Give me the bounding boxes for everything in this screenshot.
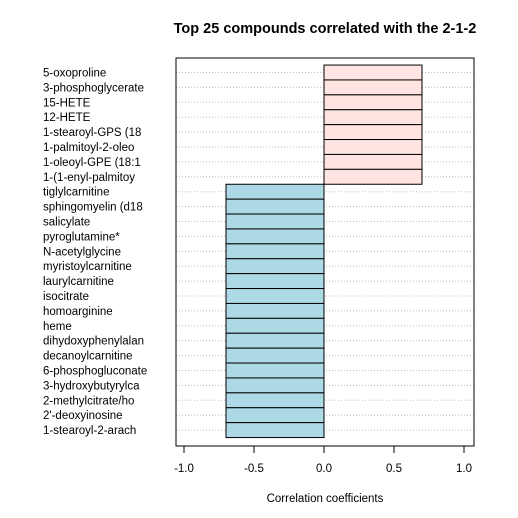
category-label-21: 3-hydroxybutyrylca — [43, 380, 140, 392]
bar-15 — [225, 288, 325, 304]
bar-12 — [225, 243, 325, 260]
category-label-22: 2-methylcitrate/ho — [43, 395, 134, 407]
bar-0 — [323, 64, 423, 81]
bar-1 — [323, 79, 423, 96]
category-label-20: 6-phosphogluconate — [43, 366, 147, 378]
x-tick-label-4: 1.0 — [456, 463, 472, 475]
bar-19 — [225, 347, 325, 364]
category-label-1: 3-phosphoglycerate — [43, 82, 144, 94]
bars — [225, 64, 423, 439]
category-label-10: salicylate — [43, 217, 90, 229]
x-tick-label-0: -1.0 — [174, 463, 194, 475]
bar-9 — [225, 198, 325, 215]
category-label-19: decanoylcarnitine — [43, 351, 133, 363]
category-label-13: myristoylcarnitine — [43, 261, 132, 273]
x-tick-label-2: 0.0 — [316, 463, 332, 475]
bar-23 — [225, 407, 325, 424]
bar-18 — [225, 332, 325, 349]
x-tick-label-3: 0.5 — [386, 463, 402, 475]
bar-3 — [323, 109, 423, 126]
category-label-6: 1-oleoyl-GPE (18:1 — [43, 157, 141, 169]
bar-7 — [323, 168, 423, 185]
bar-14 — [225, 273, 325, 290]
category-label-24: 1-stearoyl-2-arach — [43, 425, 136, 437]
bar-2 — [323, 94, 423, 111]
x-tick-label-1: -0.5 — [244, 463, 264, 475]
category-label-9: sphingomyelin (d18 — [43, 202, 143, 214]
category-label-7: 1-(1-enyl-palmitoy — [43, 172, 135, 184]
category-label-14: laurylcarnitine — [43, 276, 114, 288]
bar-5 — [323, 139, 423, 155]
category-label-3: 12-HETE — [43, 112, 91, 124]
bar-11 — [225, 228, 325, 245]
category-label-4: 1-stearoyl-GPS (18 — [43, 127, 141, 139]
category-label-12: N-acetylglycine — [43, 246, 121, 258]
category-label-2: 15-HETE — [43, 97, 91, 109]
bar-4 — [323, 124, 423, 141]
bar-6 — [323, 153, 423, 170]
bar-24 — [225, 422, 325, 439]
category-label-11: pyroglutamine* — [43, 231, 120, 243]
bar-13 — [225, 258, 325, 275]
category-label-18: dihydoxyphenylalan — [43, 336, 144, 348]
bar-16 — [225, 302, 325, 319]
bar-22 — [225, 392, 325, 409]
category-label-17: heme — [43, 321, 72, 333]
category-label-5: 1-palmitoyl-2-oleo — [43, 142, 134, 154]
chart-title: Top 25 compounds correlated with the 2-1… — [174, 21, 477, 37]
category-label-0: 5-oxoproline — [43, 68, 106, 80]
category-label-16: homoarginine — [43, 306, 113, 318]
category-label-8: tiglylcarnitine — [43, 187, 109, 199]
category-label-15: isocitrate — [43, 291, 89, 303]
bar-8 — [225, 183, 325, 200]
x-axis-label: Correlation coefficients — [267, 493, 384, 505]
category-label-23: 2'-deoxyinosine — [43, 410, 123, 422]
bar-20 — [225, 362, 325, 379]
category-labels: 5-oxoproline 3-phosphoglycerate 15-HETE 12-… — [43, 68, 147, 438]
bar-21 — [225, 377, 325, 394]
bar-10 — [225, 213, 325, 230]
bar-17 — [225, 317, 325, 334]
x-axis: -1.0 -0.5 0.0 0.5 1.0 — [174, 445, 472, 475]
